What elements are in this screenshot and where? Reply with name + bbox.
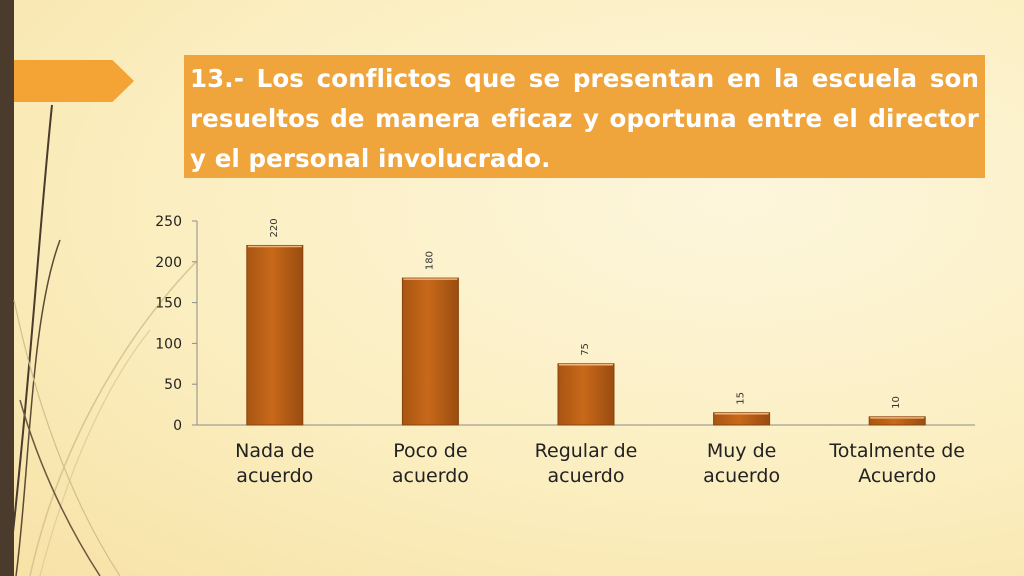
decorative-curves [9,104,197,576]
y-tick-label: 200 [155,255,182,271]
data-label: 15 [736,392,747,405]
x-category-label: Totalmente de Acuerdo [828,440,965,487]
data-label: 75 [580,343,591,356]
x-category-label: Muy de acuerdo [703,440,780,487]
slide-title: 13.- Los conflictos que se presentan en … [190,64,979,173]
bar [868,416,926,426]
data-label: 180 [424,251,435,270]
bar [246,244,304,426]
title-box: 13.- Los conflictos que se presentan en … [184,55,985,178]
data-label: 10 [891,396,902,409]
y-tick-label: 100 [155,336,182,352]
data-label: 220 [269,218,280,237]
x-category-label: Regular de acuerdo [535,440,638,487]
x-category-label: Nada de acuerdo [235,440,314,487]
bar [713,412,771,426]
title-arrow-tab [14,60,134,102]
bar [557,363,615,426]
y-tick-label: 0 [173,418,182,434]
y-tick-label: 250 [155,214,182,230]
bar [401,277,459,426]
left-accent-bar [0,0,14,576]
y-tick-label: 50 [164,377,182,393]
y-tick-label: 150 [155,296,182,312]
x-category-label: Poco de acuerdo [392,440,469,487]
